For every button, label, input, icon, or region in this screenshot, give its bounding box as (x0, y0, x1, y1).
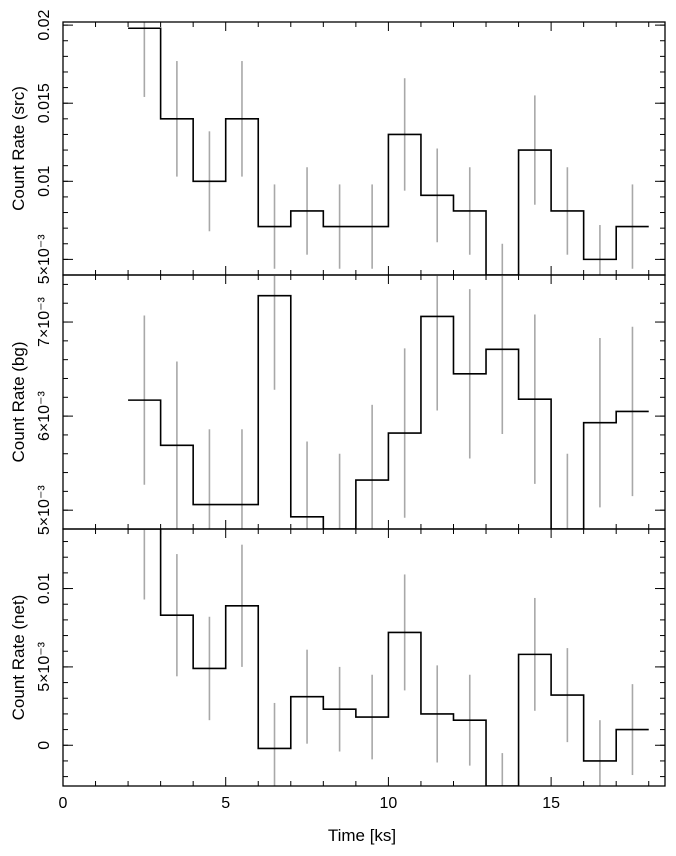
y-axis-label-src: Count Rate (src) (9, 86, 28, 211)
error-bars-bg (143, 275, 634, 529)
y-tick-label: 0.015 (36, 83, 53, 123)
panel-bg: 5×10⁻³ 6×10⁻³ 7×10⁻³ Count Rate (bg) (9, 274, 666, 535)
panel-src: 5×10⁻³ 0.01 0.015 0.02 Count Rate (src) (9, 9, 666, 284)
y-tick-label: 5×10⁻³ (36, 485, 53, 535)
y-tick-label: 0.02 (36, 9, 53, 40)
panel-net: 0 5×10⁻³ 0.01 Count Rate (net) (9, 528, 666, 787)
plot-frame (62, 21, 666, 276)
step-line-bg (128, 294, 649, 529)
step-line-src (128, 27, 649, 275)
y-axis-label-bg: Count Rate (bg) (9, 342, 28, 463)
x-axis-label: Time [ks] (328, 826, 396, 845)
plot-frame (62, 528, 666, 787)
plot-frame (62, 274, 666, 530)
y-tick-label: 0 (36, 741, 53, 750)
y-tick-label: 0.01 (36, 166, 53, 197)
x-tick-label: 10 (380, 795, 398, 812)
y-tick-label: 0.01 (36, 573, 53, 604)
x-tick-label: 5 (221, 795, 230, 812)
step-line-net (128, 529, 649, 786)
y-axis-label-net: Count Rate (net) (9, 595, 28, 721)
x-tick-label: 15 (542, 795, 560, 812)
y-tick-label: 5×10⁻³ (36, 234, 53, 284)
y-tick-label: 7×10⁻³ (36, 296, 53, 346)
x-tick-label: 0 (59, 795, 68, 812)
y-tick-label: 6×10⁻³ (36, 391, 53, 441)
y-tick-label: 5×10⁻³ (36, 641, 53, 691)
